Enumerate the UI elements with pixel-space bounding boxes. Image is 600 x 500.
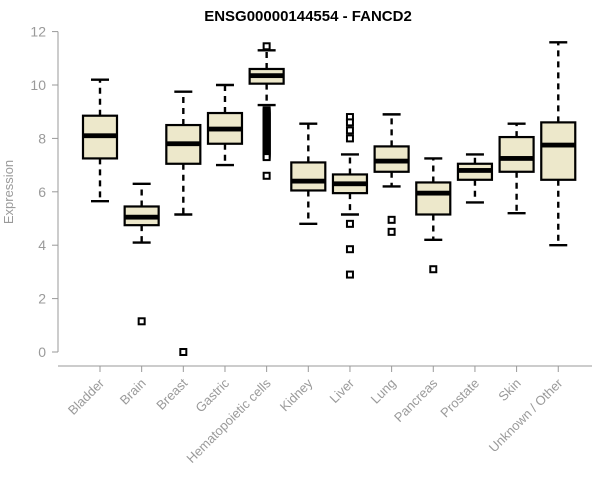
boxplot-prostate — [456, 153, 494, 204]
x-category-label: Kidney — [277, 375, 316, 414]
outlier-point — [345, 134, 354, 143]
x-category-label: Bladder — [65, 375, 108, 418]
y-tick-label: 6 — [38, 184, 46, 200]
x-category-label: Liver — [327, 375, 358, 406]
boxplot-pancreas — [415, 157, 452, 274]
outlier-point — [345, 219, 354, 228]
median-line — [166, 141, 201, 147]
y-tick-label: 8 — [38, 130, 46, 146]
y-tick-label: 12 — [30, 24, 46, 40]
boxplot-bladder — [81, 78, 119, 203]
median-line — [332, 181, 367, 187]
outlier-point — [262, 171, 271, 180]
boxplot-breast — [165, 90, 202, 356]
x-category-label: Skin — [495, 376, 523, 404]
x-category-label: Prostate — [437, 376, 482, 421]
median-line — [207, 126, 242, 132]
boxplot-brain — [123, 182, 160, 326]
median-line — [416, 190, 451, 196]
x-category-label: Unknown / Other — [486, 375, 566, 455]
chart-title: ENSG00000144554 - FANCD2 — [204, 8, 412, 25]
outlier-point — [387, 215, 396, 224]
boxplot-hematopoietic-cells — [248, 42, 285, 180]
median-line — [457, 168, 492, 173]
y-axis-title: Expression — [1, 160, 16, 224]
median-line — [499, 156, 534, 161]
iqr-box — [415, 181, 452, 216]
median-line — [291, 178, 326, 184]
x-category-label: Breast — [153, 375, 190, 412]
outlier-point — [262, 153, 271, 162]
boxplot-liver — [331, 113, 369, 279]
outlier-point — [345, 245, 354, 254]
iqr-box — [498, 135, 535, 173]
y-axis: 0 2 4 6 8 10 12 — [30, 24, 59, 360]
outlier-point — [262, 42, 271, 51]
median-line — [374, 158, 409, 164]
outlier-point — [137, 317, 146, 326]
outlier-point — [429, 265, 438, 274]
boxplot-kidney — [290, 122, 327, 226]
outlier-point — [345, 118, 354, 127]
iqr-box — [290, 161, 327, 192]
median-line — [249, 73, 284, 79]
boxplot-gastric — [206, 83, 244, 167]
median-line — [541, 142, 576, 148]
x-category-label: Brain — [117, 376, 149, 408]
boxplot-lung — [373, 113, 410, 236]
y-tick-label: 4 — [38, 237, 46, 253]
iqr-box — [540, 121, 577, 181]
median-line — [83, 133, 117, 139]
outlier-point — [345, 270, 354, 279]
y-tick-label: 2 — [38, 291, 46, 307]
y-tick-label: 10 — [30, 77, 46, 93]
boxplot-skin — [498, 122, 535, 215]
x-category-label: Lung — [368, 376, 399, 407]
x-category-label: Pancreas — [391, 375, 441, 425]
boxplot-unknown-other — [540, 41, 577, 247]
y-tick-label: 0 — [38, 344, 46, 360]
median-line — [124, 214, 159, 220]
outlier-point — [345, 126, 354, 135]
x-category-label: Gastric — [192, 375, 232, 415]
outlier-point — [387, 227, 396, 236]
boxplots — [81, 41, 577, 356]
outlier-point — [179, 348, 188, 356]
